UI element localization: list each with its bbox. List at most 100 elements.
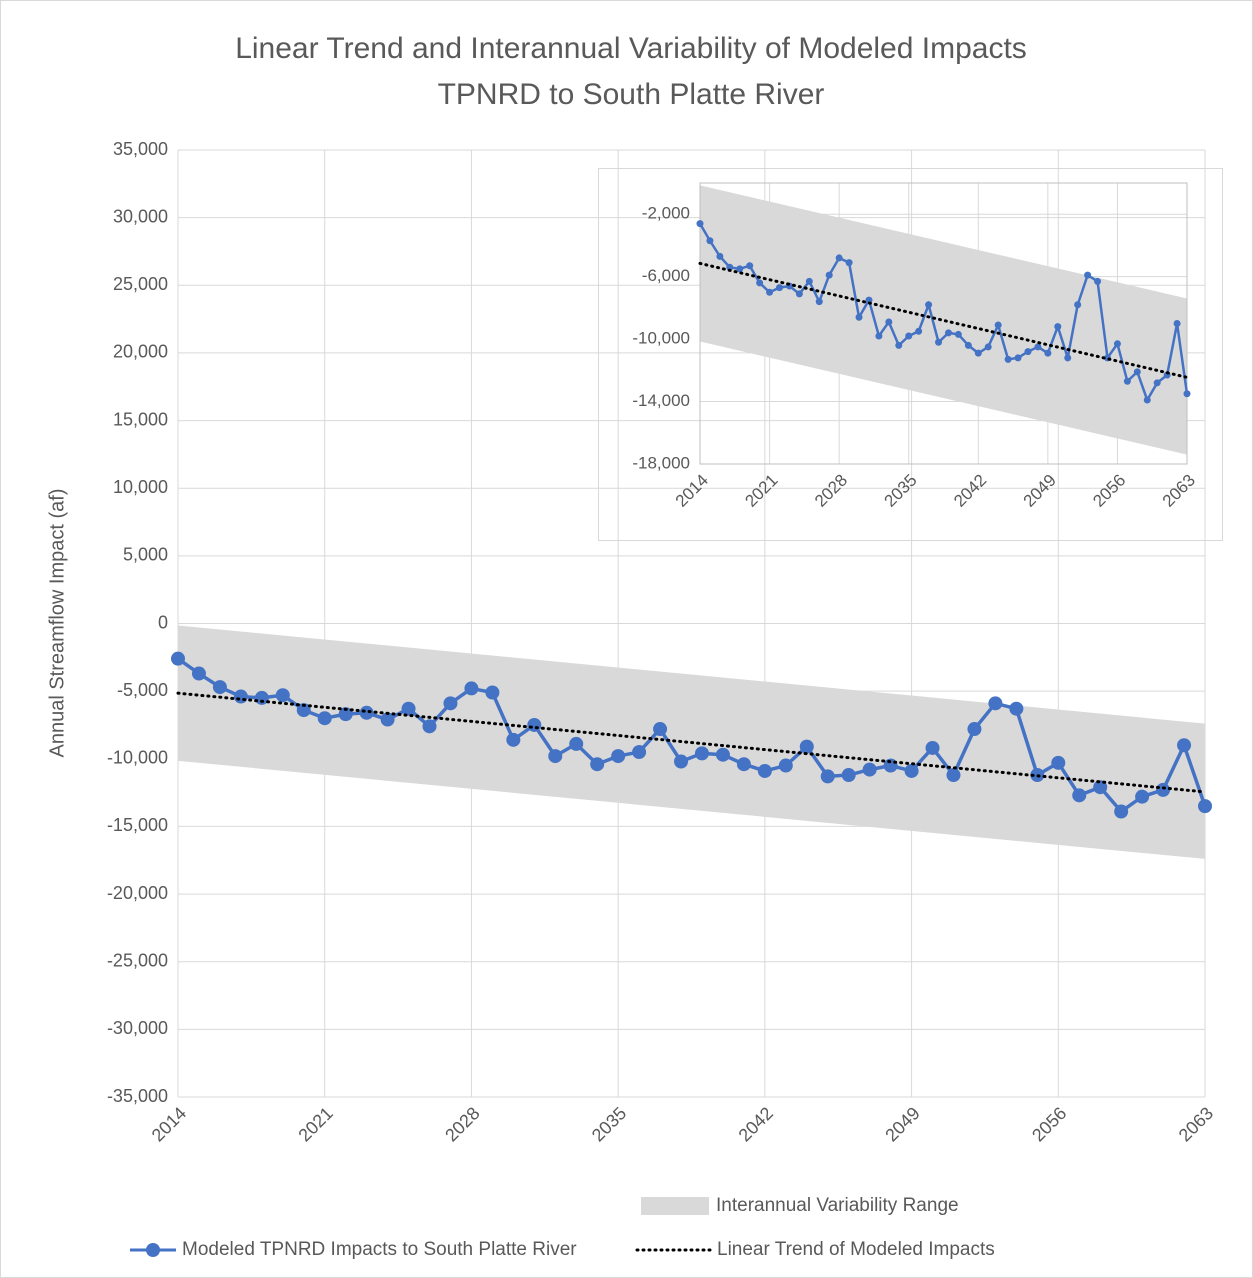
series-marker	[1123, 377, 1131, 385]
series-marker	[954, 330, 962, 338]
series-marker	[988, 696, 1003, 711]
y-tick-label: 25,000	[113, 274, 168, 294]
y-tick-label: -35,000	[107, 1086, 168, 1106]
series-marker	[746, 262, 754, 270]
y-tick-label: 15,000	[113, 409, 168, 429]
series-marker	[233, 689, 248, 704]
series-marker	[422, 719, 437, 734]
series-marker	[569, 736, 584, 751]
y-tick-label: 30,000	[113, 206, 168, 226]
series-marker	[1153, 379, 1161, 387]
series-marker	[506, 732, 521, 747]
legend-label: Modeled TPNRD Impacts to South Platte Ri…	[182, 1239, 577, 1260]
series-marker	[756, 279, 764, 287]
y-tick-label: -5,000	[117, 680, 168, 700]
y-tick-label: -2,000	[642, 204, 690, 223]
series-marker	[825, 271, 833, 279]
series-marker	[1044, 349, 1052, 357]
series-marker	[338, 707, 353, 722]
series-marker	[944, 329, 952, 337]
series-marker	[904, 763, 919, 778]
series-marker	[548, 749, 563, 764]
series-marker	[1064, 354, 1072, 362]
series-marker	[964, 341, 972, 349]
series-marker	[443, 696, 458, 711]
series-marker	[805, 277, 813, 285]
series-marker	[1143, 396, 1151, 404]
series-marker	[254, 690, 269, 705]
series-marker	[632, 745, 647, 760]
series-marker	[1024, 348, 1032, 356]
series-marker	[1156, 782, 1171, 797]
series-marker	[590, 757, 605, 772]
series-marker	[875, 332, 883, 340]
series-marker	[778, 758, 793, 773]
series-marker	[653, 722, 668, 737]
series-marker	[799, 739, 814, 754]
legend-label: Linear Trend of Modeled Impacts	[717, 1239, 995, 1260]
series-marker	[925, 740, 940, 755]
series-marker	[905, 332, 913, 340]
series-marker	[191, 666, 206, 681]
y-tick-label: -14,000	[632, 391, 690, 410]
y-axis-title: Annual Streamflow Impact (af)	[46, 489, 68, 758]
y-tick-label: -30,000	[107, 1018, 168, 1038]
series-marker	[1183, 390, 1191, 398]
series-marker	[401, 701, 416, 716]
series-marker	[766, 288, 774, 296]
series-marker	[380, 712, 395, 727]
series-marker	[171, 651, 185, 666]
series-marker	[1004, 355, 1012, 363]
series-marker	[776, 284, 784, 292]
y-tick-label: 0	[158, 612, 168, 632]
chart-title: TPNRD to South Platte River	[438, 78, 825, 111]
y-tick-label: 10,000	[113, 477, 168, 497]
legend-marker	[146, 1243, 160, 1257]
series-marker	[994, 321, 1002, 329]
series-marker	[1084, 271, 1092, 279]
series-marker	[715, 747, 730, 762]
y-tick-label: -18,000	[632, 453, 690, 472]
y-tick-label: 35,000	[113, 139, 168, 159]
series-marker	[757, 763, 772, 778]
series-marker	[915, 327, 923, 335]
series-marker	[296, 703, 311, 718]
series-marker	[1177, 738, 1192, 753]
series-marker	[1009, 701, 1024, 716]
series-marker	[974, 349, 982, 357]
y-tick-label: -20,000	[107, 883, 168, 903]
variability-band	[700, 185, 1187, 455]
legend-swatch	[641, 1197, 709, 1215]
series-marker	[795, 290, 803, 298]
series-marker	[1113, 340, 1121, 348]
y-tick-label: 5,000	[123, 545, 168, 565]
series-marker	[317, 711, 332, 726]
series-marker	[674, 754, 689, 769]
series-marker	[611, 749, 626, 764]
series-marker	[925, 301, 933, 309]
series-marker	[1034, 343, 1042, 351]
series-marker	[984, 343, 992, 351]
series-marker	[841, 768, 856, 783]
series-marker	[1133, 368, 1141, 376]
y-tick-label: 20,000	[113, 342, 168, 362]
series-marker	[726, 263, 734, 271]
series-marker	[359, 705, 374, 720]
series-marker	[212, 680, 227, 695]
series-marker	[716, 252, 724, 260]
series-marker	[1173, 320, 1181, 327]
series-marker	[855, 313, 863, 321]
series-marker	[935, 338, 943, 346]
series-marker	[967, 722, 982, 737]
series-marker	[1114, 804, 1129, 819]
series-marker	[1198, 799, 1212, 814]
series-marker	[275, 688, 290, 703]
series-marker	[820, 769, 835, 784]
series-marker	[885, 318, 893, 326]
series-marker	[696, 220, 704, 228]
series-marker	[815, 298, 823, 306]
series-marker	[835, 254, 843, 262]
series-marker	[1072, 788, 1087, 803]
series-marker	[1051, 755, 1066, 770]
